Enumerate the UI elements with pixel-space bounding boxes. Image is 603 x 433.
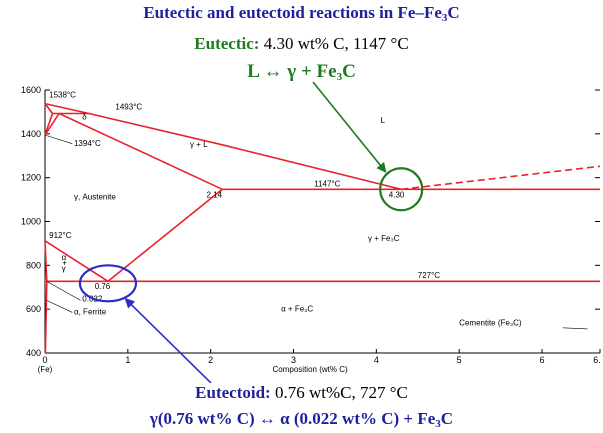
alpha-solvus-line xyxy=(44,281,48,354)
annotation-label: L xyxy=(380,116,385,125)
title-c: C xyxy=(447,3,460,22)
annotation-label: 1538°C xyxy=(49,91,76,100)
annotations: 1538°C 1493°C δ 1394°C γ + L L 1147°C 2.14 4.30 γ… xyxy=(44,91,588,330)
y-tick-label: 600 xyxy=(26,304,41,314)
eutectoid-rxn-text: γ(0.76 wt% C) ↔ α (0.022 wt% C) + Fe xyxy=(149,409,436,428)
eutectic-label: Eutectic: xyxy=(194,34,260,53)
annotation-label: 727°C xyxy=(418,271,441,280)
annotation-label: γ xyxy=(62,264,66,273)
annotation-label: 1493°C xyxy=(115,103,142,112)
leader-ferrite xyxy=(46,300,73,313)
y-tick-label: 400 xyxy=(26,348,41,358)
annotation-label: α, Ferrite xyxy=(74,308,107,317)
x-tick-label: 6. xyxy=(593,355,601,365)
annotation-label: 1147°C xyxy=(314,179,340,188)
x-axis-title: Composition (wt% C) xyxy=(273,365,348,374)
acm-line xyxy=(107,188,223,282)
leader-0022 xyxy=(46,281,81,301)
x-tick-label: 0 xyxy=(42,355,47,365)
annotation-label: γ + Fe₃C xyxy=(368,234,400,243)
eutectic-summary: Eutectic: 4.30 wt% C, 1147 °C xyxy=(0,34,603,54)
eutectic-values: 4.30 wt% C, 1147 °C xyxy=(263,34,409,53)
eutectoid-rxn-sub: 3 xyxy=(435,418,441,430)
x-tick-label: 6 xyxy=(540,355,545,365)
y-tick-label: 1600 xyxy=(21,85,41,95)
y-tick-label: 1200 xyxy=(21,173,41,183)
eutectoid-circle xyxy=(78,264,138,303)
leader-cementite xyxy=(562,327,588,330)
annotation-label: Cementite (Fe₃C) xyxy=(459,319,522,328)
y-tick-label: 1400 xyxy=(21,129,41,139)
eutectic-rxn-left: L ↔ γ + Fe xyxy=(247,61,337,82)
highlights xyxy=(78,81,424,383)
eutectoid-label: Eutectoid: xyxy=(195,383,271,402)
annotation-label: γ + L xyxy=(190,140,208,149)
alpha-gamma-line xyxy=(44,240,48,282)
title-sub: 3 xyxy=(441,12,448,24)
eutectoid-arrow xyxy=(124,297,212,383)
liquidus-right-line xyxy=(401,165,601,191)
x-origin-label: (Fe) xyxy=(38,365,53,374)
x-tick-label: 4 xyxy=(374,355,379,365)
title-main: Eutectic and eutectoid reactions in Fe xyxy=(143,3,416,22)
eutectic-reaction: L ↔ γ + Fe3C xyxy=(0,61,603,83)
phase-lines xyxy=(44,102,601,354)
annotation-label: δ xyxy=(82,113,87,122)
eutectoid-values: 0.76 wt%C, 727 °C xyxy=(274,383,408,402)
x-tick-label: 2 xyxy=(208,355,213,365)
title-dash: – xyxy=(415,3,424,22)
annotation-label: α + Fe₃C xyxy=(281,304,313,313)
leader-1394 xyxy=(44,134,73,144)
eutectic-circle xyxy=(379,167,424,212)
annotation-label: + xyxy=(62,258,67,267)
x-tick-label: 3 xyxy=(291,355,296,365)
eutectoid-reaction: γ(0.76 wt% C) ↔ α (0.022 wt% C) + Fe3C xyxy=(0,409,603,430)
liquidus-left-line xyxy=(44,102,402,191)
a3-line xyxy=(44,240,109,282)
eutectic-arrow xyxy=(312,81,387,173)
eutectic-rxn-c: C xyxy=(342,61,356,82)
y-tick-label: 800 xyxy=(26,260,41,270)
delta-gamma-left-line xyxy=(44,113,54,136)
annotation-label: 4.30 xyxy=(389,190,405,199)
x-tick-label: 1 xyxy=(125,355,130,365)
delta-solidus-line xyxy=(44,103,54,114)
eutectic-rxn-sub: 3 xyxy=(336,71,343,83)
delta-gamma-right-line xyxy=(44,113,60,136)
annotation-label: 912°C xyxy=(49,231,72,240)
annotation-label: 0.76 xyxy=(95,282,111,291)
annotation-label: 2.14 xyxy=(207,190,223,199)
title-fe: Fe xyxy=(423,3,442,22)
annotation-label: α xyxy=(62,253,67,262)
x-tick-label: 5 xyxy=(457,355,462,365)
gamma-solidus-line xyxy=(58,112,223,191)
y-tick-label: 1000 xyxy=(21,217,41,227)
phase-diagram: 400 600 800 1000 1200 1400 1600 0 1 2 3 4 5 6 6. (Fe) Co… xyxy=(21,81,601,383)
axes: 400 600 800 1000 1200 1400 1600 0 1 2 3 4 5 6 6. (Fe) Co… xyxy=(21,85,601,374)
annotation-label: γ, Austenite xyxy=(74,193,116,202)
eutectoid-summary: Eutectoid: 0.76 wt%C, 727 °C xyxy=(0,383,603,403)
eutectoid-rxn-c: C xyxy=(440,409,454,428)
annotation-label: 1394°C xyxy=(74,139,101,148)
page-title: Eutectic and eutectoid reactions in Fe–F… xyxy=(0,3,603,24)
